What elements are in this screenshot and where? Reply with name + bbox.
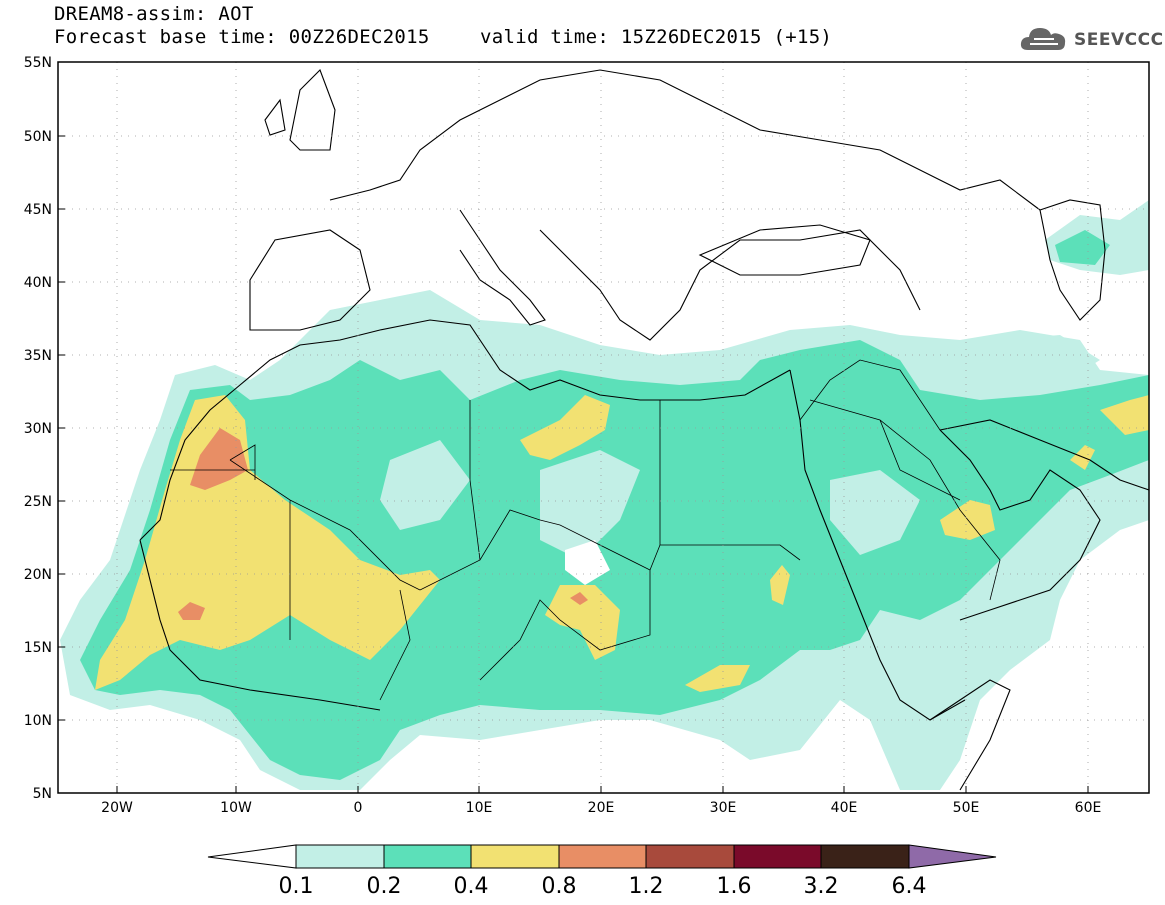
aot-band-0.4-chad xyxy=(545,585,620,660)
border-west-africa xyxy=(170,400,541,701)
coast-balkans xyxy=(539,229,921,341)
coast-horn-africa xyxy=(929,679,1011,791)
colorbar-swatch xyxy=(820,844,910,869)
latitude-labels: 55N 50N 45N 40N 35N 30N 25N 20N 15N 10N … xyxy=(24,55,52,802)
lon-label: 60E xyxy=(1075,800,1102,816)
colorbar-swatch-under xyxy=(207,844,297,869)
colorbar-swatch xyxy=(383,844,472,869)
lon-label: 50E xyxy=(953,800,980,816)
cloud-icon xyxy=(1020,28,1066,50)
base-time: Forecast base time: 00Z26DEC2015 xyxy=(54,26,430,48)
coast-britain xyxy=(264,69,336,151)
coast-blacksea xyxy=(698,224,871,276)
forecast-time-line: Forecast base time: 00Z26DEC2015 valid ti… xyxy=(54,26,832,48)
aot-band-0.8-chad xyxy=(570,592,588,605)
colorbar-swatch xyxy=(645,844,735,869)
lat-label: 35N xyxy=(24,348,52,364)
lat-label: 30N xyxy=(24,421,52,437)
colorbar-label: 0.2 xyxy=(367,874,402,899)
lon-label: 0 xyxy=(354,800,363,816)
aot-band-0.4-libya xyxy=(520,395,610,460)
coast-iberia xyxy=(249,229,371,331)
aot-gap-central xyxy=(380,440,470,530)
map-title: DREAM8-assim: AOT xyxy=(54,3,254,25)
logo-text: SEEVCCC xyxy=(1074,30,1164,50)
colorbar xyxy=(207,844,997,869)
colorbar-label: 1.2 xyxy=(629,874,664,899)
lat-label: 25N xyxy=(24,494,52,510)
coast-europe-north xyxy=(329,69,1041,211)
lat-label: 55N xyxy=(24,55,52,71)
aot-gap-libya xyxy=(540,450,640,560)
aot-band-0.2 xyxy=(80,340,1149,780)
aot-gap-arabia xyxy=(830,470,920,555)
colorbar-swatch-over xyxy=(908,844,997,869)
aot-band-0.8-morocco xyxy=(190,428,248,490)
lon-label: 30E xyxy=(710,800,737,816)
colorbar-label: 0.8 xyxy=(542,874,577,899)
lat-label: 5N xyxy=(33,786,52,802)
coast-europe-africa xyxy=(139,319,966,721)
colorbar-swatch xyxy=(470,844,560,869)
lat-label: 50N xyxy=(24,129,52,145)
valid-time: valid time: 15Z26DEC2015 (+15) xyxy=(480,26,833,48)
lon-label: 10E xyxy=(466,800,493,816)
axis-ticks xyxy=(58,135,1089,793)
colorbar-swatch xyxy=(733,844,822,869)
lon-label: 40E xyxy=(831,800,858,816)
coast-persian-gulf xyxy=(939,429,1101,621)
aot-contours xyxy=(60,200,1149,790)
colorbar-label: 0.1 xyxy=(279,874,314,899)
coast-italy xyxy=(459,209,546,326)
graticule xyxy=(58,62,1149,793)
colorbar-labels: 0.1 0.2 0.4 0.8 1.2 1.6 3.2 6.4 xyxy=(279,874,927,899)
lon-label: 20W xyxy=(101,800,133,816)
coastlines xyxy=(139,69,1149,791)
lon-label: 20E xyxy=(588,800,615,816)
lat-label: 45N xyxy=(24,202,52,218)
aot-band-0.4-iran xyxy=(1100,395,1149,435)
longitude-labels: 20W 10W 0 10E 20E 30E 40E 50E 60E xyxy=(101,800,1101,816)
colorbar-label: 3.2 xyxy=(804,874,839,899)
border-central-africa xyxy=(479,400,801,681)
lat-label: 20N xyxy=(24,567,52,583)
seevccc-logo: SEEVCCC xyxy=(1018,22,1163,58)
lon-label: 10W xyxy=(220,800,252,816)
coast-caspian xyxy=(1039,199,1106,321)
aot-band-0.8-mauritania xyxy=(178,602,205,620)
colorbar-label: 6.4 xyxy=(892,874,927,899)
aot-band-0.4-sudan xyxy=(685,665,750,692)
colorbar-swatch xyxy=(295,844,385,869)
lat-label: 15N xyxy=(24,640,52,656)
lat-label: 10N xyxy=(24,713,52,729)
colorbar-label: 0.4 xyxy=(454,874,489,899)
aot-gap-caspian-teal xyxy=(1055,230,1110,265)
aot-band-0.4-redsea xyxy=(770,565,790,605)
aot-gap-iran xyxy=(1000,335,1100,385)
coast-iran xyxy=(939,419,1149,491)
colorbar-swatch xyxy=(558,844,647,869)
colorbar-label: 1.6 xyxy=(717,874,752,899)
border-middle-east xyxy=(799,359,1001,601)
lat-label: 40N xyxy=(24,275,52,291)
